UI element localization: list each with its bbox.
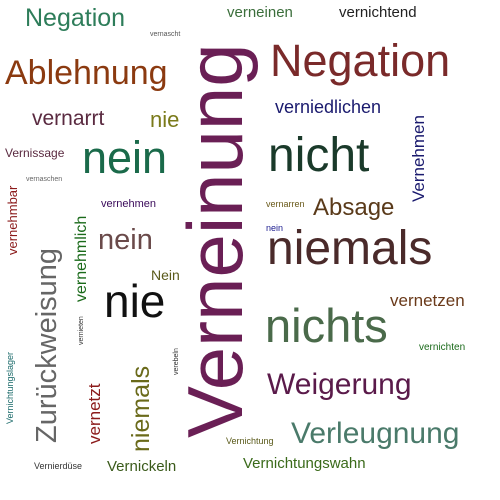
word-absage: Absage [313, 196, 394, 220]
word-verebeln: verebeln [173, 348, 180, 375]
word-verneinung: Verneinung [176, 43, 254, 438]
word-vernarrt: vernarrt [32, 108, 104, 129]
word-zurueckweisung: Zurückweisung [33, 248, 62, 443]
word-vernickeln: Vernickeln [107, 459, 176, 474]
word-vernichtungslager: Vernichtungslager [6, 352, 15, 424]
word-niemals-large: niemals [267, 225, 432, 273]
word-vernieten: vernieten [78, 316, 85, 345]
word-ablehnung: Ablehnung [5, 56, 168, 90]
word-vernichtungswahn: Vernichtungswahn [243, 456, 366, 471]
word-vernarren: vernarren [266, 200, 305, 209]
word-vernehmen: vernehmen [101, 199, 156, 210]
word-nichts: nichts [265, 302, 388, 349]
word-vernichtung: Vernichtung [226, 437, 274, 446]
word-nein-medium: nein [98, 226, 153, 255]
word-vernehmbar: vernehmbar [6, 186, 19, 255]
word-nein-large: nein [82, 135, 167, 180]
word-vernierduese: Vernierdüse [34, 462, 82, 471]
word-negation-2: Negation [270, 38, 450, 83]
word-negation-1: Negation [25, 6, 125, 31]
word-niemals-vertical: niemals [129, 366, 154, 452]
word-nicht: nicht [268, 132, 369, 180]
word-verleugnung: Verleugnung [291, 419, 460, 449]
word-vernaschen: vernaschen [26, 176, 62, 183]
word-verneinen: verneinen [227, 5, 293, 20]
word-vernichtend: vernichtend [339, 5, 417, 20]
word-weigerung: Weigerung [267, 370, 412, 400]
word-vernehmen-vertical: Vernehmen [410, 115, 427, 202]
word-vernetzen: vernetzen [390, 292, 465, 309]
word-vernichten: vernichten [419, 343, 465, 353]
word-vernissage: Vernissage [5, 147, 64, 159]
word-nie-large: nie [104, 278, 165, 324]
word-vernetzt: vernetzt [86, 384, 103, 444]
word-verniedlichen: verniedlichen [275, 98, 381, 116]
word-vernascht: vernascht [150, 31, 180, 38]
word-vernehmlich: vernehmlich [74, 216, 90, 302]
